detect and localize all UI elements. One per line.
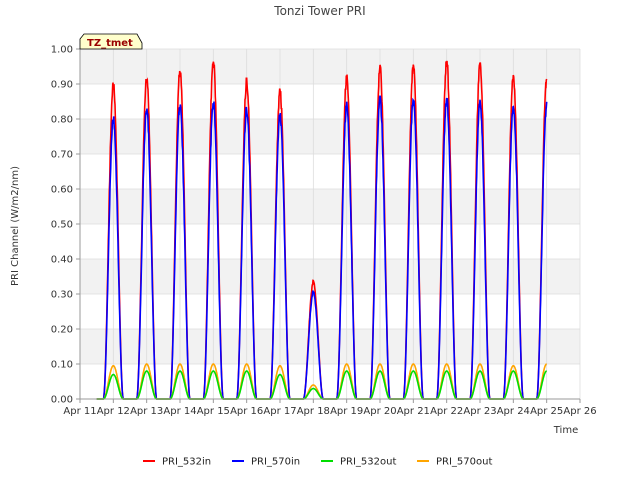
y-tick-label: 0.70 <box>51 150 73 161</box>
tag-label: TZ_tmet <box>87 38 133 49</box>
plot-band <box>80 49 580 84</box>
x-tick-label: Apr 22 <box>430 406 463 417</box>
x-tick-label: Apr 14 <box>163 406 196 417</box>
y-axis-label: PRI Channel (W/m2/nm) <box>10 166 21 286</box>
series-lines <box>96 60 548 400</box>
plot-band <box>80 224 580 259</box>
x-tick-label: Apr 19 <box>330 406 363 417</box>
tag-box: TZ_tmet <box>79 33 143 50</box>
y-tick-label: 0.10 <box>51 360 73 371</box>
plot-band <box>80 119 580 154</box>
x-tick-label: Apr 13 <box>130 406 163 417</box>
x-tick-label: Apr 15 <box>197 406 230 417</box>
plot-bands <box>80 49 580 399</box>
x-tick-label: Apr 24 <box>497 406 530 417</box>
y-tick-label: 1.00 <box>51 45 73 56</box>
y-tick-label: 0.20 <box>51 325 73 336</box>
y-tick-label: 0.40 <box>51 255 73 266</box>
series-line-pri-532out <box>96 370 547 400</box>
y-tick-label: 0.80 <box>51 115 73 126</box>
y-axis-ticks: 0.00 0.10 0.20 0.30 0.40 0.50 0.60 0.70 0.80 0.90… <box>51 45 80 406</box>
plot-band <box>80 259 580 294</box>
y-tick-label: 0.00 <box>51 395 73 406</box>
legend-label: PRI_532in <box>162 457 211 468</box>
y-tick-label: 0.30 <box>51 290 73 301</box>
y-tick-label: 0.90 <box>51 80 73 91</box>
legend-label: PRI_570out <box>436 457 492 468</box>
tag-box-shape <box>79 33 143 50</box>
plot-band <box>80 189 580 224</box>
x-tick-label: Apr 21 <box>397 406 430 417</box>
chart-title: Tonzi Tower PRI <box>273 4 365 18</box>
plot-band <box>80 294 580 329</box>
x-tick-label: Apr 12 <box>97 406 130 417</box>
legend-item: PRI_532out <box>321 457 396 468</box>
x-tick-label: Apr 20 <box>363 406 396 417</box>
x-axis-ticks: Apr 11 Apr 12 Apr 13 Apr 14 Apr 15 Apr 16 Apr … <box>63 399 597 417</box>
x-tick-label: Apr 17 <box>263 406 296 417</box>
plot-band <box>80 84 580 119</box>
x-tick-label: Apr 26 <box>563 406 596 417</box>
plot-band <box>80 154 580 189</box>
legend-item: PRI_532in <box>143 457 211 468</box>
y-tick-label: 0.50 <box>51 220 73 231</box>
x-tick-label: Apr 23 <box>463 406 496 417</box>
x-tick-label: Apr 16 <box>230 406 263 417</box>
plot-band <box>80 329 580 364</box>
x-tick-label: Apr 18 <box>297 406 330 417</box>
legend-label: PRI_532out <box>340 457 396 468</box>
y-tick-label: 0.60 <box>51 185 73 196</box>
legend-label: PRI_570in <box>251 457 300 468</box>
plot-band <box>80 364 580 399</box>
legend-item: PRI_570in <box>232 457 300 468</box>
series-line-pri-570in <box>96 95 548 400</box>
x-tick-label: Apr 11 <box>63 406 96 417</box>
x-axis-label: Time <box>553 425 578 436</box>
legend: PRI_532in PRI_570in PRI_532out PRI_570out <box>143 457 492 468</box>
legend-item: PRI_570out <box>417 457 492 468</box>
x-tick-label: Apr 25 <box>530 406 563 417</box>
